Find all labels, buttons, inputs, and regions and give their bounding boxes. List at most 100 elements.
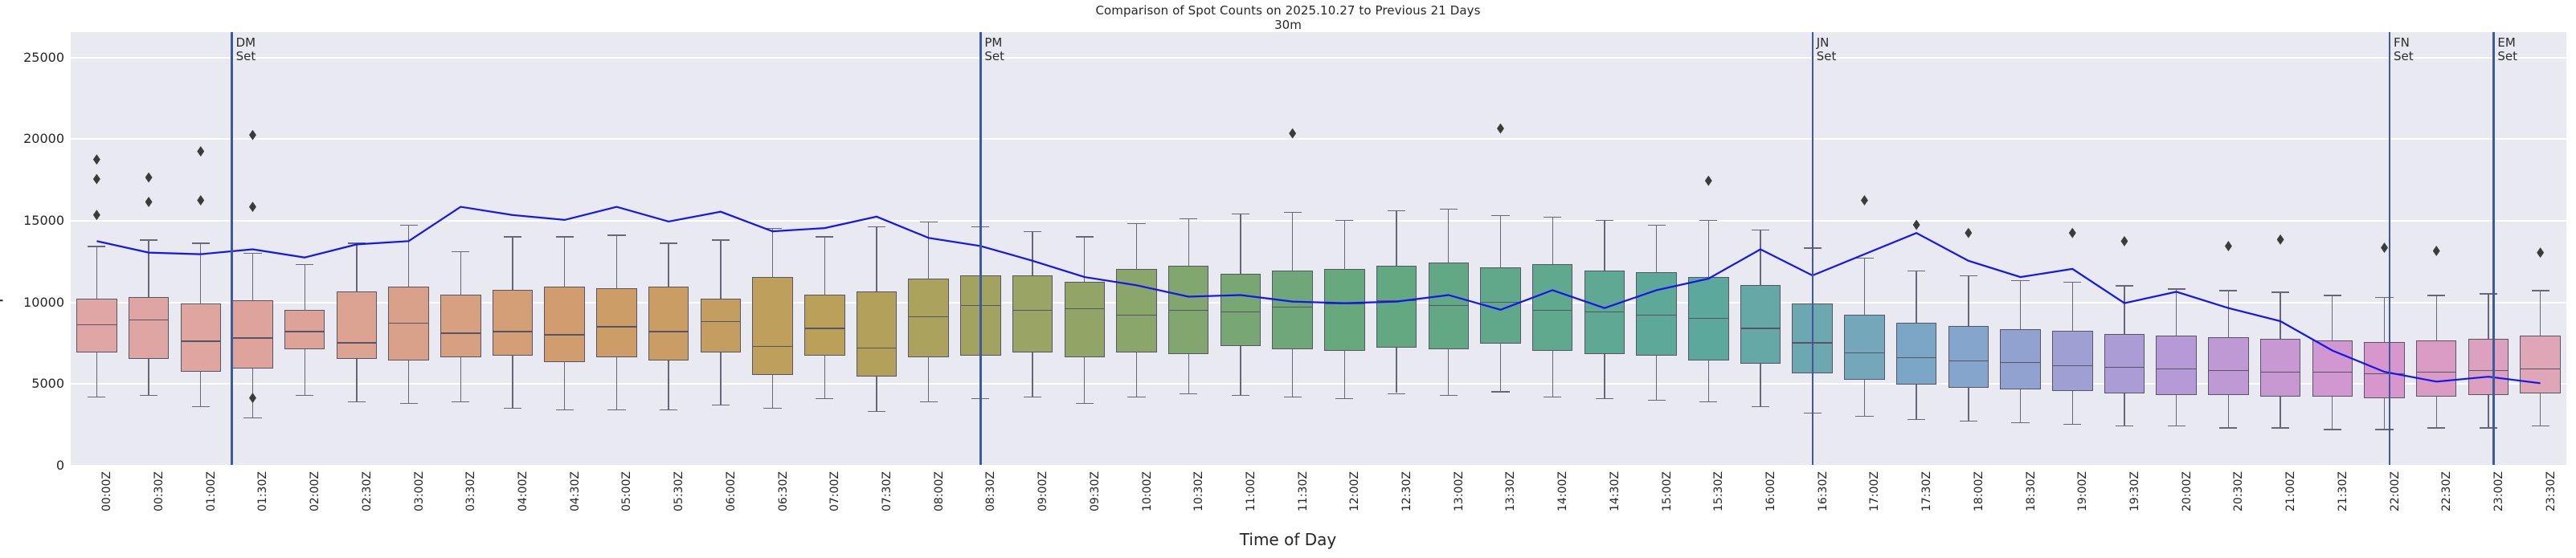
x-tick-label: 10:30Z [1192, 471, 1206, 511]
boxplot-box[interactable] [908, 279, 949, 357]
cap-upper [711, 239, 730, 241]
cap-upper [660, 242, 678, 244]
outlier-marker [2120, 235, 2128, 246]
outlier-marker [2224, 240, 2232, 251]
boxplot-box[interactable] [336, 291, 378, 359]
boxplot-box[interactable] [2468, 339, 2509, 395]
gridline [71, 465, 2566, 466]
boxplot-box[interactable] [2052, 331, 2093, 392]
whisker-lower [1084, 356, 1086, 403]
boxplot-box[interactable] [1844, 314, 1885, 381]
whisker-lower [200, 372, 202, 406]
x-tick-label: 17:00Z [1868, 471, 1882, 511]
outlier-marker [1704, 175, 1712, 186]
boxplot-box[interactable] [2259, 339, 2301, 397]
outlier-marker [197, 145, 205, 157]
boxplot-box[interactable] [2156, 336, 2197, 395]
boxplot-box[interactable] [1167, 265, 1209, 354]
cap-upper [1699, 219, 1718, 222]
whisker-upper [1968, 275, 1969, 327]
boxplot-box[interactable] [2208, 337, 2249, 395]
median-line [2000, 361, 2041, 364]
boxplot-box[interactable] [700, 298, 742, 352]
median-line [1012, 309, 1053, 312]
boxplot-box[interactable] [2000, 329, 2041, 390]
cap-lower [1387, 393, 1406, 394]
boxplot-box[interactable] [1064, 282, 1106, 357]
outlier-marker [1860, 194, 1868, 206]
x-tick-label: 22:30Z [2440, 471, 2454, 511]
boxplot-box[interactable] [2415, 340, 2457, 397]
boxplot-box[interactable] [180, 303, 221, 373]
boxplot-box[interactable] [1948, 326, 1989, 389]
boxplot-box[interactable] [804, 295, 845, 356]
x-tick-label: 15:00Z [1660, 471, 1674, 511]
x-tick-label: 20:30Z [2232, 471, 2246, 511]
boxplot-box[interactable] [2520, 336, 2561, 393]
cap-upper [1855, 257, 1874, 259]
whisker-lower [1291, 348, 1294, 397]
boxplot-box[interactable] [544, 287, 585, 362]
whisker-lower [1968, 388, 1969, 422]
whisker-upper [2332, 295, 2333, 341]
boxplot-box[interactable] [128, 296, 170, 359]
whisker-lower [1240, 345, 1241, 395]
boxplot-box[interactable] [1376, 265, 1417, 348]
whisker-upper [460, 250, 461, 295]
boxplot-box[interactable] [1012, 275, 1053, 352]
whisker-upper [2435, 295, 2437, 341]
boxplot-box[interactable] [1636, 271, 1677, 356]
x-tick-label: 23:00Z [2492, 471, 2505, 511]
boxplot-box[interactable] [1272, 270, 1313, 349]
cap-lower [555, 409, 574, 411]
boxplot-box[interactable] [648, 287, 689, 360]
whisker-upper [1343, 219, 1345, 269]
cap-upper [2271, 291, 2290, 293]
median-line [440, 332, 481, 334]
median-line [336, 342, 378, 344]
cap-lower [2219, 427, 2238, 429]
boxplot-box[interactable] [1740, 285, 1781, 364]
x-axis-label: Time of Day [1239, 530, 1337, 549]
boxplot-box[interactable] [2364, 342, 2405, 398]
whisker-upper [2176, 288, 2177, 336]
cap-lower [1907, 419, 1926, 421]
boxplot-box[interactable] [1324, 268, 1365, 351]
annotation-vline [979, 32, 982, 465]
boxplot-box[interactable] [856, 291, 898, 377]
whisker-lower [1188, 353, 1189, 393]
whisker-lower [1135, 352, 1138, 397]
boxplot-box[interactable] [752, 277, 793, 376]
median-line [284, 331, 325, 332]
cap-upper [1180, 218, 1198, 220]
median-line [596, 326, 637, 328]
boxplot-box[interactable] [2104, 334, 2145, 393]
whisker-upper [251, 252, 254, 300]
boxplot-box[interactable] [440, 295, 481, 357]
x-tick-label: 04:00Z [517, 471, 530, 511]
median-line [1376, 299, 1417, 301]
cap-lower [2271, 427, 2290, 429]
boxplot-box[interactable] [492, 290, 534, 356]
boxplot-box[interactable] [1895, 323, 1937, 385]
whisker-lower [720, 352, 722, 405]
whisker-lower [2019, 389, 2022, 423]
y-tick-label: 25000 [23, 49, 64, 65]
median-line [1531, 309, 1573, 312]
boxplot-box[interactable] [1531, 263, 1573, 351]
cap-upper [1335, 219, 1354, 222]
x-tick-label: 15:30Z [1712, 471, 1726, 511]
boxplot-box[interactable] [284, 309, 325, 349]
median-line [1844, 352, 1885, 354]
boxplot-box[interactable] [596, 288, 637, 357]
cap-upper [2479, 293, 2498, 295]
gridline [71, 383, 2566, 385]
today-line [96, 206, 2541, 385]
boxplot-box[interactable] [1220, 274, 1261, 346]
whisker-lower [2176, 394, 2177, 426]
x-tick-label: 06:30Z [776, 471, 790, 511]
whisker-lower [2227, 394, 2230, 428]
x-tick-label: 00:30Z [153, 471, 166, 511]
cap-lower [2063, 424, 2082, 426]
y-axis-label: Spot Count [0, 215, 4, 315]
